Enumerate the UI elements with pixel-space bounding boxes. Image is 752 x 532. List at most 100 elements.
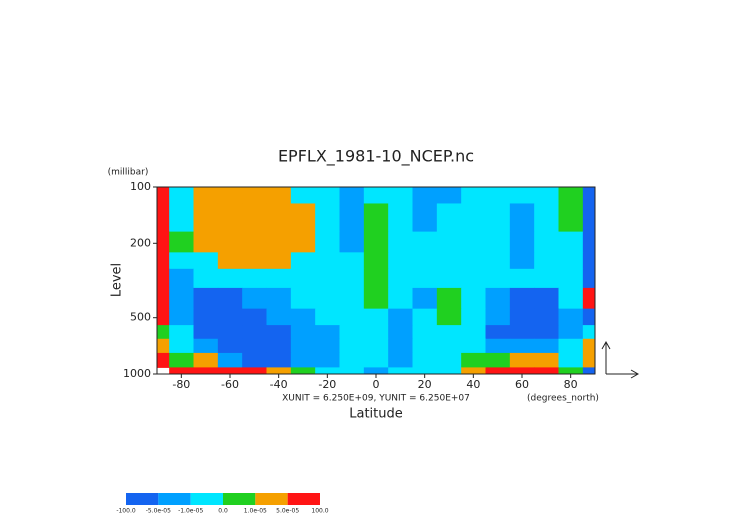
- contour-cell: [509, 308, 535, 326]
- contour-cell: [436, 252, 462, 270]
- contour-cell: [388, 367, 413, 375]
- contour-cell: [363, 231, 389, 253]
- contour-cell: [485, 268, 511, 289]
- contour-cell: [582, 287, 596, 310]
- contour-cell: [339, 231, 365, 253]
- contour-cell: [412, 252, 438, 270]
- contour-cell: [169, 252, 194, 270]
- contour-cell: [339, 308, 365, 326]
- units-note: XUNIT = 6.250E+09, YUNIT = 6.250E+07: [282, 394, 470, 404]
- contour-cell: [436, 231, 462, 253]
- contour-cell: [509, 287, 535, 310]
- contour-cell: [193, 338, 219, 354]
- contour-cell: [266, 352, 292, 368]
- contour-cell: [461, 231, 486, 253]
- contour-cell: [388, 338, 413, 354]
- contour-cell: [266, 287, 292, 310]
- contour-cell: [363, 308, 389, 326]
- contour-cell: [157, 268, 170, 289]
- contour-cell: [242, 187, 267, 204]
- contour-cell: [412, 231, 438, 253]
- contour-cell: [534, 203, 559, 233]
- contour-cell: [558, 367, 584, 375]
- contour-cell: [485, 367, 511, 375]
- contour-cell: [509, 203, 535, 233]
- contour-cell: [461, 352, 486, 368]
- contour-cell: [363, 338, 389, 354]
- contour-cell: [315, 287, 340, 310]
- x-tick-label: 40: [466, 378, 480, 391]
- contour-cell: [412, 325, 438, 340]
- contour-cell: [242, 325, 267, 340]
- contour-cell: [461, 367, 486, 375]
- color-swatch: [255, 493, 288, 505]
- contour-cell: [461, 325, 486, 340]
- contour-cell: [217, 252, 243, 270]
- contour-cell: [436, 268, 462, 289]
- contour-cell: [339, 187, 365, 204]
- contour-cell: [461, 308, 486, 326]
- contour-cell: [558, 203, 584, 233]
- contour-cell: [157, 252, 170, 270]
- contour-cell: [534, 187, 559, 204]
- contour-cell: [290, 325, 316, 340]
- contour-cell: [436, 352, 462, 368]
- y-tick-label: 1000: [123, 367, 151, 380]
- contour-cell: [485, 252, 511, 270]
- y-axis-label: Level: [110, 263, 125, 297]
- contour-cell: [217, 352, 243, 368]
- contour-cell: [339, 203, 365, 233]
- contour-cell: [558, 287, 584, 310]
- contour-cell: [363, 367, 389, 375]
- contour-cell: [290, 287, 316, 310]
- contour-cell: [436, 367, 462, 375]
- contour-cell: [169, 287, 194, 310]
- x-tick-label: -40: [270, 378, 288, 391]
- contour-cell: [315, 338, 340, 354]
- contour-cell: [582, 268, 596, 289]
- contour-cell: [534, 325, 559, 340]
- y-tick-label: 200: [130, 236, 151, 249]
- contour-cell: [217, 203, 243, 233]
- contour-cell: [169, 308, 194, 326]
- contour-cell: [193, 352, 219, 368]
- x-tick-label: -60: [221, 378, 239, 391]
- color-swatch: [158, 493, 191, 505]
- contour-cell: [193, 287, 219, 310]
- contour-cell: [436, 187, 462, 204]
- contour-cell: [436, 325, 462, 340]
- contour-cell: [339, 367, 365, 375]
- contour-field: [157, 187, 596, 375]
- contour-cell: [534, 352, 559, 368]
- contour-cell: [339, 287, 365, 310]
- contour-cell: [461, 203, 486, 233]
- contour-cell: [436, 287, 462, 310]
- contour-cell: [509, 187, 535, 204]
- contour-cell: [290, 352, 316, 368]
- x-tick-label: -80: [172, 378, 190, 391]
- contour-cell: [193, 308, 219, 326]
- contour-cell: [169, 367, 194, 375]
- contour-cell: [582, 367, 596, 375]
- contour-cell: [388, 325, 413, 340]
- contour-cell: [266, 367, 292, 375]
- contour-cell: [412, 287, 438, 310]
- contour-cell: [157, 203, 170, 233]
- contour-cell: [157, 338, 170, 354]
- contour-cell: [242, 231, 267, 253]
- color-bar-label: -5.0e-05: [146, 508, 171, 515]
- contour-cell: [363, 287, 389, 310]
- contour-cell: [509, 338, 535, 354]
- contour-cell: [388, 268, 413, 289]
- contour-cell: [558, 268, 584, 289]
- contour-cell: [534, 338, 559, 354]
- contour-cell: [157, 231, 170, 253]
- contour-cell: [461, 268, 486, 289]
- contour-cell: [169, 338, 194, 354]
- contour-cell: [582, 325, 596, 340]
- contour-cell: [485, 187, 511, 204]
- contour-cell: [315, 252, 340, 270]
- contour-cell: [315, 268, 340, 289]
- contour-cell: [242, 287, 267, 310]
